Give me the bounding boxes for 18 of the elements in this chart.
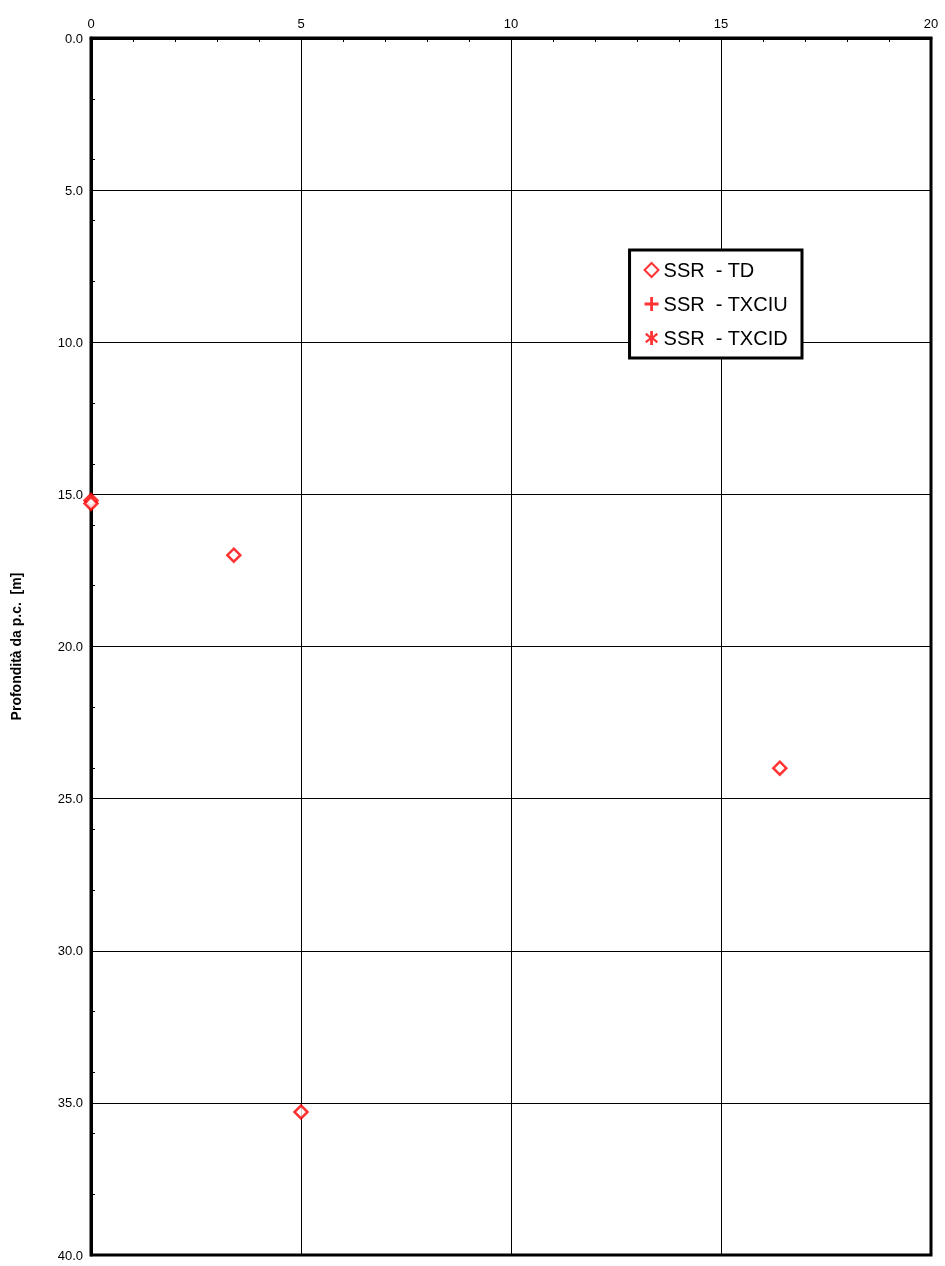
legend-label: SSR - TXCIU xyxy=(663,293,788,315)
legend-label: SSR - TD xyxy=(663,259,755,281)
x-tick-label: 15 xyxy=(713,16,729,31)
y-tick-label: 15.0 xyxy=(57,486,83,502)
legend-label: SSR - TXCID xyxy=(663,327,788,349)
y-tick-label: 20.0 xyxy=(57,639,83,654)
y-tick-label: 0.0 xyxy=(64,30,83,46)
y-tick-label: 5.0 xyxy=(64,182,83,198)
y-axis-title: Profondità da p.c. [m] xyxy=(8,572,24,721)
x-tick-label: 20 xyxy=(923,16,939,31)
x-tick-label: 0 xyxy=(87,16,95,31)
y-tick-label: 40.0 xyxy=(57,1247,83,1263)
y-tick-label: 35.0 xyxy=(57,1095,83,1111)
y-tick-label: 25.0 xyxy=(57,791,83,807)
y-tick-label: 30.0 xyxy=(57,943,83,959)
y-tick-label: 10.0 xyxy=(57,334,83,350)
x-tick-label: 10 xyxy=(503,16,519,31)
x-tick-label: 5 xyxy=(297,16,305,31)
